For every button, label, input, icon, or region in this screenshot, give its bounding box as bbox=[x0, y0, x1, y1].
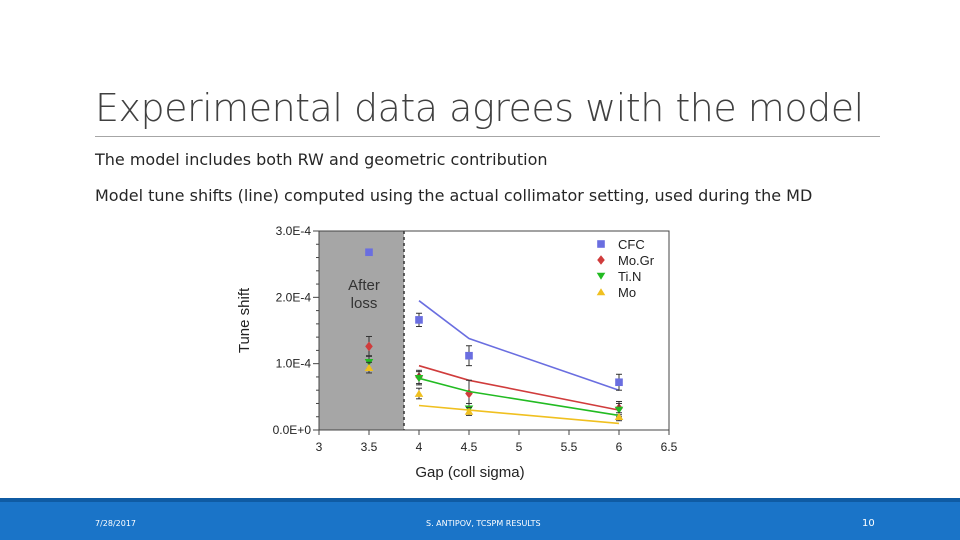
point-ti-n bbox=[614, 406, 624, 414]
y-tick-label: 0.0E+0 bbox=[273, 423, 312, 437]
x-tick-label: 5.5 bbox=[561, 440, 578, 454]
x-axis-label: Gap (coll sigma) bbox=[415, 464, 524, 481]
model-line-ti-n bbox=[418, 377, 620, 417]
x-tick-label: 4.5 bbox=[461, 440, 478, 454]
y-tick-label: 1.0E-4 bbox=[276, 357, 312, 371]
x-tick-label: 3.5 bbox=[361, 440, 378, 454]
model-line-cfc bbox=[418, 300, 620, 391]
legend-label-ti-n: Ti.N bbox=[618, 269, 641, 284]
point-mo bbox=[614, 412, 624, 421]
legend-marker-ti-n bbox=[596, 272, 606, 280]
footer-presenter: S. ANTIPOV, TCSPM RESULTS bbox=[426, 519, 541, 528]
y-tick-label: 2.0E-4 bbox=[276, 290, 312, 304]
y-tick-label: 3.0E-4 bbox=[276, 224, 312, 238]
legend-label-mo-gr: Mo.Gr bbox=[618, 253, 655, 268]
bullet-2: Model tune shifts (line) computed using … bbox=[95, 186, 813, 205]
x-tick-label: 5 bbox=[516, 440, 523, 454]
after-loss-region bbox=[319, 231, 404, 430]
slide-title: Experimental data agrees with the model bbox=[95, 86, 864, 130]
title-divider bbox=[95, 136, 880, 137]
after-loss-label: After bbox=[348, 277, 380, 294]
point-mo bbox=[414, 389, 424, 397]
after-loss-label: loss bbox=[351, 295, 378, 312]
plot-frame bbox=[318, 230, 670, 431]
point-cfc bbox=[415, 316, 423, 324]
legend-marker-cfc bbox=[597, 240, 605, 248]
legend-label-cfc: CFC bbox=[618, 237, 645, 252]
point-cfc bbox=[365, 248, 373, 257]
x-tick-label: 4 bbox=[416, 440, 423, 454]
point-cfc bbox=[465, 351, 473, 360]
x-tick-label: 3 bbox=[316, 440, 323, 454]
x-tick-label: 6 bbox=[616, 440, 623, 454]
point-mo bbox=[364, 363, 374, 371]
footer-date: 7/28/2017 bbox=[95, 519, 137, 528]
footer-accent bbox=[0, 498, 960, 502]
legend-marker-mo bbox=[596, 288, 606, 296]
footer-bar bbox=[0, 498, 960, 540]
point-ti-n bbox=[414, 374, 424, 383]
legend-label-mo: Mo bbox=[618, 285, 636, 300]
y-axis-label: Tune shift bbox=[236, 287, 253, 353]
page-number: 10 bbox=[862, 518, 875, 529]
point-mo bbox=[464, 407, 474, 415]
bullet-1: The model includes both RW and geometric… bbox=[95, 150, 548, 169]
point-cfc bbox=[615, 378, 623, 387]
x-tick-label: 6.5 bbox=[661, 440, 678, 454]
